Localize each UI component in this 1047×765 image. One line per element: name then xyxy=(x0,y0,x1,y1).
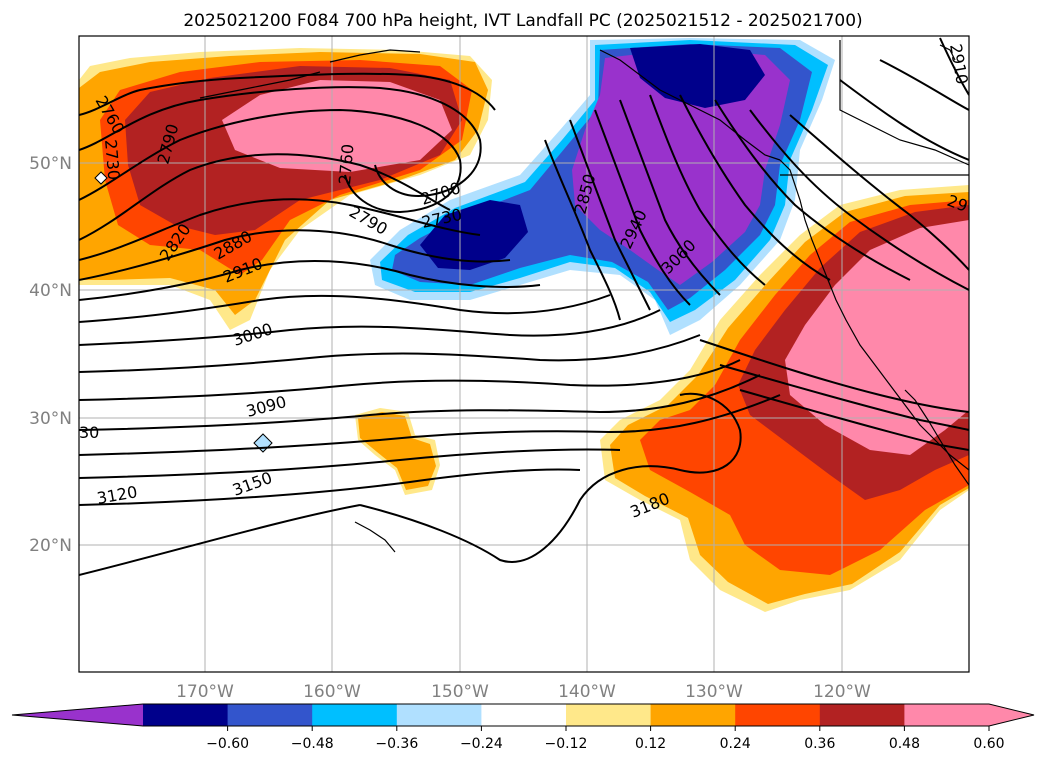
lat-label: 20°N xyxy=(29,536,72,556)
contour-label: 30 xyxy=(79,423,99,442)
longitude-labels: 170°W 160°W 150°W 140°W 130°W 120°W xyxy=(176,682,871,702)
colorbar-tick-label: −0.36 xyxy=(375,736,418,752)
height-contours xyxy=(79,37,969,576)
colorbar-segment xyxy=(396,704,482,726)
colorbar-segment xyxy=(481,704,567,726)
lon-label: 120°W xyxy=(813,682,871,702)
colorbar-segment xyxy=(735,704,821,726)
contour-label: 2910 xyxy=(946,42,972,85)
colorbar-tick-label: 0.48 xyxy=(889,736,920,752)
ivt-negative xyxy=(370,38,835,335)
colorbar-tick-label: 0.24 xyxy=(720,736,751,752)
island-marker xyxy=(94,171,108,185)
colorbar-segment xyxy=(650,704,736,726)
lat-label: 50°N xyxy=(29,154,72,174)
lon-label: 130°W xyxy=(685,682,743,702)
colorbar-extend-min xyxy=(12,704,143,726)
lat-label: 40°N xyxy=(29,281,72,301)
map-area: 2760 2730 2790 2820 2880 2910 3000 3090 … xyxy=(79,36,972,672)
colorbar-segment xyxy=(143,704,229,726)
colorbar-tick-label: 0.36 xyxy=(804,736,835,752)
colorbar-segment xyxy=(566,704,652,726)
colorbar-tick-label: 0.12 xyxy=(635,736,666,752)
lon-label: 160°W xyxy=(303,682,361,702)
colorbar-outline xyxy=(11,703,1035,727)
colorbar-tick-label: −0.48 xyxy=(291,736,334,752)
map-frame xyxy=(78,35,970,673)
colorbar-tick-label: −0.12 xyxy=(545,736,588,752)
ivt-positive-east xyxy=(355,185,969,612)
coastlines xyxy=(199,40,969,553)
colorbar-tick-label: −0.60 xyxy=(206,736,249,752)
graticule xyxy=(79,36,969,672)
colorbar-tick-label: −0.24 xyxy=(460,736,503,752)
lat-label: 30°N xyxy=(29,409,72,429)
lon-label: 150°W xyxy=(431,682,489,702)
contour-label: 2760 xyxy=(335,143,357,185)
colorbar-segment xyxy=(819,704,905,726)
colorbar-extend-max xyxy=(989,704,1034,726)
colorbar-segment xyxy=(904,704,990,726)
contour-label: 2730 xyxy=(101,139,123,181)
map-title: 2025021200 F084 700 hPa height, IVT Land… xyxy=(183,11,862,31)
latitude-labels: 50°N 40°N 30°N 20°N xyxy=(29,154,72,556)
lon-label: 170°W xyxy=(176,682,234,702)
colorbar-segment xyxy=(227,704,313,726)
colorbar: −0.60 −0.48 −0.36 −0.24 −0.12 0.12 0.24 0.36 0.4… xyxy=(11,703,1035,752)
lon-label: 140°W xyxy=(558,682,616,702)
colorbar-tick-label: 0.60 xyxy=(973,736,1004,752)
colorbar-segment xyxy=(312,704,398,726)
